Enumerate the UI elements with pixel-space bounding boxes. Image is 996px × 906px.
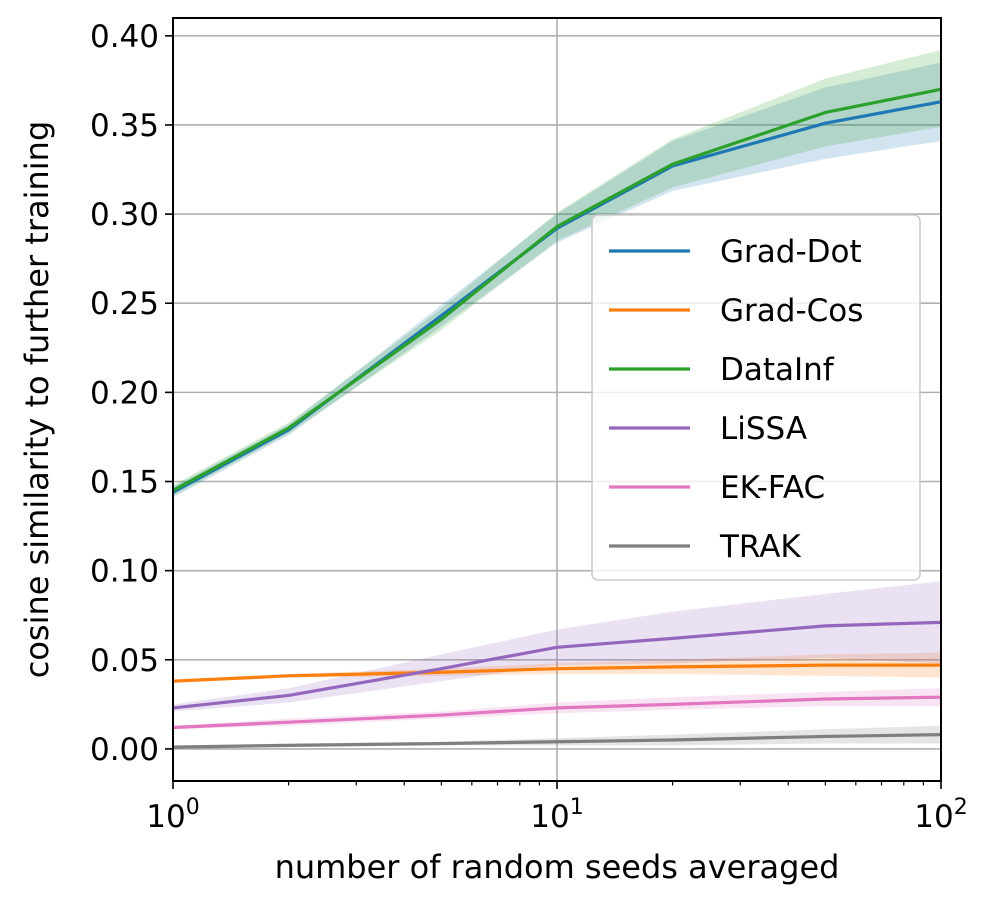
- band-grad-dot: [173, 62, 941, 498]
- legend-label-grad-cos: Grad-Cos: [720, 293, 863, 329]
- y-tick-label: 0.10: [90, 554, 159, 590]
- legend-label-grad-dot: Grad-Dot: [720, 234, 862, 270]
- legend: Grad-Dot Grad-Cos DataInf LiSSA EK-FAC TRAK: [591, 214, 921, 581]
- line-ek-fac: [172, 695, 942, 730]
- band-datainf: [173, 50, 941, 496]
- x-tick-label: 101: [530, 795, 583, 835]
- y-tick-label: 0.40: [90, 19, 159, 55]
- x-tick-label: 102: [914, 795, 967, 835]
- y-tick-label: 0.20: [90, 375, 159, 411]
- x-axis-ticks: 100 101 102: [146, 781, 968, 835]
- legend-box: [591, 214, 921, 581]
- y-tick-label: 0.25: [90, 286, 159, 322]
- y-axis-ticks: 0.00 0.05 0.10 0.15 0.20 0.25 0.30 0.35 0.40: [90, 19, 173, 768]
- series-lines: [172, 87, 942, 749]
- y-tick-label: 0.15: [90, 465, 159, 501]
- legend-label-ek-fac: EK-FAC: [720, 470, 825, 506]
- line-grad-cos: [172, 663, 941, 683]
- x-tick-label: 100: [146, 795, 199, 835]
- x-axis-label: number of random seeds averaged: [275, 848, 840, 886]
- y-tick-label: 0.35: [90, 108, 159, 144]
- legend-label-datainf: DataInf: [720, 352, 835, 388]
- line-trak: [172, 733, 942, 749]
- y-tick-label: 0.00: [90, 732, 159, 768]
- line-lissa: [172, 620, 942, 710]
- legend-label-lissa: LiSSA: [720, 411, 807, 447]
- y-tick-label: 0.30: [90, 197, 159, 233]
- legend-label-trak: TRAK: [719, 529, 801, 565]
- y-tick-label: 0.05: [90, 643, 159, 679]
- line-datainf: [172, 87, 942, 492]
- y-axis-label: cosine similarity to further training: [18, 121, 56, 679]
